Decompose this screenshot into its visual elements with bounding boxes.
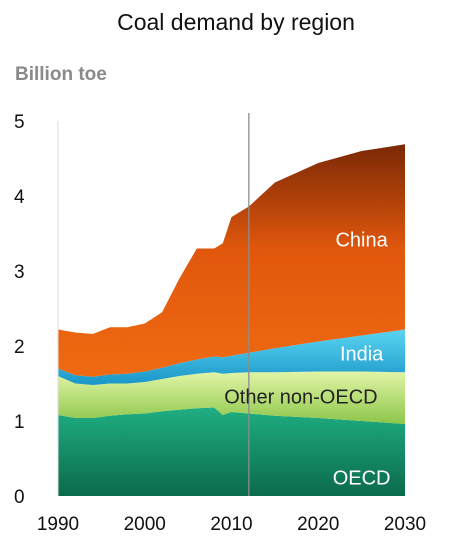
series-label-china: China bbox=[335, 230, 388, 252]
y-tick-label: 0 bbox=[14, 487, 25, 508]
y-tick-label: 3 bbox=[14, 262, 25, 283]
x-tick-label: 2030 bbox=[384, 514, 426, 535]
y-tick-label: 4 bbox=[14, 187, 25, 208]
area-layers bbox=[58, 144, 405, 496]
series-label-oecd: OECD bbox=[333, 467, 391, 489]
series-labels: OECD Other non-OECD India China bbox=[224, 230, 390, 490]
x-tick-label: 2020 bbox=[297, 514, 339, 535]
area-other-non-oecd bbox=[58, 371, 405, 424]
area-china bbox=[58, 144, 405, 377]
area-oecd bbox=[58, 407, 405, 496]
x-tick-label: 2000 bbox=[124, 514, 166, 535]
area-india bbox=[58, 329, 405, 385]
y-tick-label: 1 bbox=[14, 412, 25, 433]
y-tick-label: 5 bbox=[14, 112, 25, 133]
x-axis-ticks: 1990 2000 2010 2020 2030 bbox=[37, 514, 426, 535]
x-tick-label: 2010 bbox=[210, 514, 252, 535]
chart-title: Coal demand by region bbox=[117, 9, 355, 35]
x-tick-label: 1990 bbox=[37, 514, 79, 535]
y-axis-unit-label: Billion toe bbox=[15, 64, 107, 85]
series-label-other-non-oecd: Other non-OECD bbox=[224, 387, 377, 409]
y-tick-label: 2 bbox=[14, 337, 25, 358]
y-axis-ticks: 0 1 2 3 4 5 bbox=[14, 112, 25, 508]
series-label-india: India bbox=[340, 344, 384, 366]
